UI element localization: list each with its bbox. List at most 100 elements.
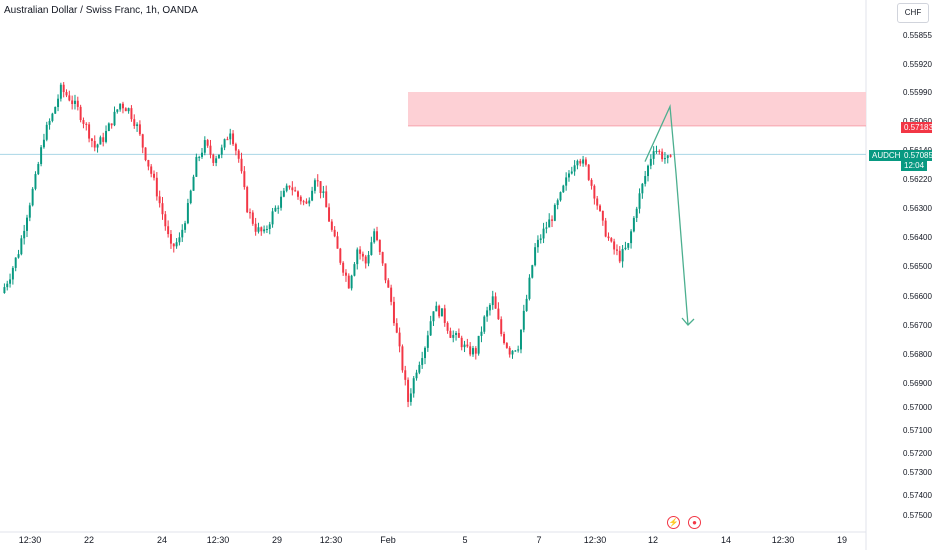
candle-body (426, 335, 429, 348)
candle-body (201, 152, 203, 157)
candle-body (658, 150, 661, 152)
candle-body (71, 100, 74, 104)
candle-body (169, 234, 172, 244)
candle-body (466, 344, 469, 347)
candle-body (463, 344, 466, 348)
candle-body (333, 229, 336, 237)
candle-body (127, 108, 130, 112)
candle-body (90, 138, 93, 141)
price-tick-label: 0.55855 (903, 31, 932, 40)
candle-body (280, 196, 283, 208)
candle-body (110, 123, 113, 126)
dividend-icon[interactable]: ● (688, 516, 701, 529)
candle-body (73, 100, 76, 104)
candle-body (82, 120, 85, 124)
candle-body (282, 190, 285, 197)
candle-body (288, 185, 291, 188)
event-markers[interactable]: ⚡ ● (667, 516, 701, 529)
candle-body (483, 316, 486, 332)
candle-body (164, 214, 167, 227)
candle-body (455, 333, 458, 335)
symbol-label: AUDCHF (869, 150, 909, 161)
candle-body (621, 249, 624, 262)
candle-body (93, 140, 96, 148)
candle-body (17, 254, 20, 258)
time-axis[interactable]: 12:30 22 24 12:30 29 12:30 Feb 5 7 12:30 12 14 12:30… (19, 535, 847, 545)
price-tick-label: 0.55990 (903, 88, 932, 97)
candle-body (124, 108, 127, 112)
price-tick-label: 0.56500 (903, 262, 932, 271)
candle-body (525, 298, 528, 311)
time-tick-label: 12 (648, 535, 658, 545)
candle-body (517, 349, 520, 351)
candle-body (409, 393, 412, 402)
price-tick-label: 0.57300 (903, 468, 932, 477)
time-tick-label: 12:30 (207, 535, 230, 545)
candle-body (519, 329, 522, 350)
price-tick-label: 0.56400 (903, 233, 932, 242)
candle-body (6, 283, 9, 288)
candle-body (260, 227, 263, 232)
candle-body (438, 305, 441, 317)
currency-button[interactable]: CHF (897, 3, 929, 23)
candle-body (449, 330, 452, 338)
candle-body (336, 236, 339, 249)
candle-body (531, 265, 534, 278)
candle-body (539, 238, 542, 240)
projection-arrow[interactable] (644, 103, 695, 326)
candle-body (217, 154, 220, 159)
candle-body (635, 208, 638, 218)
resistance-zone[interactable] (408, 92, 866, 127)
candle-body (305, 201, 308, 204)
candle-body (189, 190, 192, 204)
candle-body (361, 253, 364, 257)
candle-body (387, 280, 390, 288)
candle-body (384, 263, 387, 281)
candle-body (23, 230, 26, 239)
candle-body (215, 158, 218, 163)
candle-body (607, 236, 610, 239)
time-tick-label: 22 (84, 535, 94, 545)
candle-body (565, 177, 568, 186)
candle-body (435, 305, 438, 312)
candle-body (175, 242, 178, 247)
candle-body (223, 139, 226, 148)
candle-body (610, 238, 613, 242)
candle-body (663, 158, 666, 160)
candle-body (330, 221, 333, 230)
candle-body (666, 155, 669, 159)
candle-body (96, 144, 99, 148)
candle-body (263, 229, 266, 232)
time-tick-label: 12:30 (320, 535, 343, 545)
candle-body (99, 137, 102, 145)
candle-body (395, 323, 398, 333)
price-axis[interactable]: 0.57500 0.57400 0.57300 0.57200 0.57100 0.570… (903, 31, 932, 520)
candle-body (500, 319, 503, 335)
candle-body (311, 190, 314, 201)
price-tick-label: 0.57100 (903, 426, 932, 435)
candle-body (34, 174, 37, 189)
candle-body (503, 334, 506, 344)
time-tick-label: Feb (380, 535, 396, 545)
candle-body (195, 156, 198, 177)
candle-body (234, 144, 237, 151)
candle-body (576, 160, 579, 166)
candle-body (488, 305, 491, 311)
candle-body (178, 237, 181, 243)
candle-body (155, 177, 158, 197)
candle-body (477, 335, 480, 354)
earnings-icon[interactable]: ⚡ (667, 516, 680, 529)
candle-body (76, 100, 79, 107)
candle-body (590, 179, 593, 186)
candle-body (209, 145, 212, 155)
price-tick-label: 0.56300 (903, 204, 932, 213)
candle-body (556, 200, 559, 206)
candle-body (567, 173, 570, 178)
candle-body (113, 111, 116, 126)
countdown-label: 12:04 (901, 160, 928, 171)
candle-body (9, 279, 12, 284)
candle-body (522, 310, 525, 330)
candle-body (440, 308, 443, 317)
candle-body (271, 211, 274, 225)
